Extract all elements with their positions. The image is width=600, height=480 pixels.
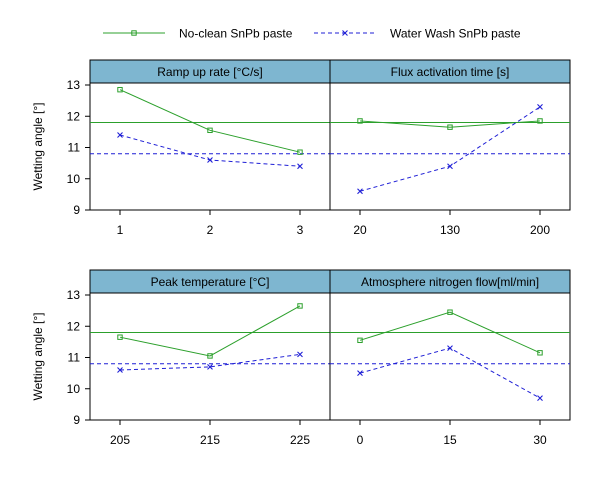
y-tick-label: 13 — [67, 288, 81, 302]
panel-frame — [329, 82, 571, 211]
y-axis-label: Wetting angle [°] — [31, 313, 45, 401]
x-tick-label: 20 — [353, 223, 367, 237]
data-point-no-clean — [207, 127, 213, 134]
y-tick-label: 11 — [68, 141, 81, 155]
data-point-no-clean — [117, 334, 123, 340]
legend-marker — [131, 30, 137, 36]
data-point-no-clean — [297, 303, 303, 309]
legend-label: No-clean SnPb paste — [179, 27, 293, 41]
y-tick-label: 13 — [67, 78, 81, 92]
x-tick-label: 205 — [110, 433, 130, 447]
y-tick-label: 10 — [67, 172, 81, 186]
data-point-water-wash — [537, 103, 543, 110]
x-tick-label: 1 — [117, 223, 124, 237]
data-point-no-clean — [537, 118, 543, 124]
series-line-water-wash — [359, 106, 541, 192]
data-point-water-wash — [447, 345, 453, 352]
data-point-no-clean — [117, 86, 123, 93]
data-point-no-clean — [537, 350, 543, 356]
panel-title: Flux activation time [s] — [391, 65, 510, 79]
data-point-water-wash — [207, 363, 213, 370]
data-point-no-clean — [207, 353, 213, 359]
legend-marker — [342, 30, 348, 36]
series-line-water-wash — [119, 134, 301, 167]
data-point-water-wash — [297, 163, 303, 170]
data-point-no-clean — [357, 337, 363, 344]
panel-title: Ramp up rate [°C/s] — [157, 65, 263, 79]
legend-label: Water Wash SnPb paste — [390, 27, 521, 41]
y-axis-label: Wetting angle [°] — [31, 103, 45, 191]
y-tick-label: 12 — [67, 109, 81, 123]
series-line-no-clean — [119, 305, 301, 357]
x-tick-label: 3 — [297, 223, 304, 237]
data-point-water-wash — [207, 157, 213, 163]
data-point-no-clean — [297, 149, 303, 155]
series-line-no-clean — [359, 120, 541, 128]
data-point-water-wash — [537, 395, 543, 402]
data-point-water-wash — [297, 351, 303, 358]
y-tick-label: 9 — [73, 203, 80, 217]
panel-title: Atmosphere nitrogen flow[ml/min] — [361, 275, 539, 289]
x-tick-label: 215 — [200, 433, 220, 447]
panel-frame — [89, 82, 331, 211]
series-line-no-clean — [119, 89, 301, 153]
y-tick-label: 10 — [67, 382, 81, 396]
y-tick-label: 12 — [67, 319, 81, 333]
series-line-water-wash — [359, 347, 541, 399]
x-tick-label: 0 — [357, 433, 364, 447]
data-point-water-wash — [447, 163, 453, 170]
data-point-water-wash — [357, 188, 363, 195]
series-line-water-wash — [119, 353, 301, 371]
x-tick-label: 2 — [207, 223, 214, 237]
data-point-no-clean — [357, 118, 363, 124]
x-tick-label: 200 — [530, 223, 550, 237]
x-tick-label: 225 — [290, 433, 310, 447]
y-tick-label: 9 — [73, 413, 80, 427]
legend: No-clean SnPb paste Water Wash SnPb paste — [103, 27, 521, 41]
data-point-no-clean — [447, 124, 453, 130]
panel-title: Peak temperature [°C] — [151, 275, 270, 289]
x-tick-label: 30 — [533, 433, 547, 447]
x-tick-label: 15 — [443, 433, 457, 447]
data-point-water-wash — [117, 367, 123, 373]
panel-frame — [89, 292, 331, 421]
y-tick-label: 11 — [68, 351, 81, 365]
series-line-no-clean — [359, 311, 541, 354]
data-point-water-wash — [117, 132, 123, 138]
data-point-water-wash — [357, 370, 363, 377]
x-tick-label: 130 — [440, 223, 460, 237]
data-point-no-clean — [447, 309, 453, 315]
